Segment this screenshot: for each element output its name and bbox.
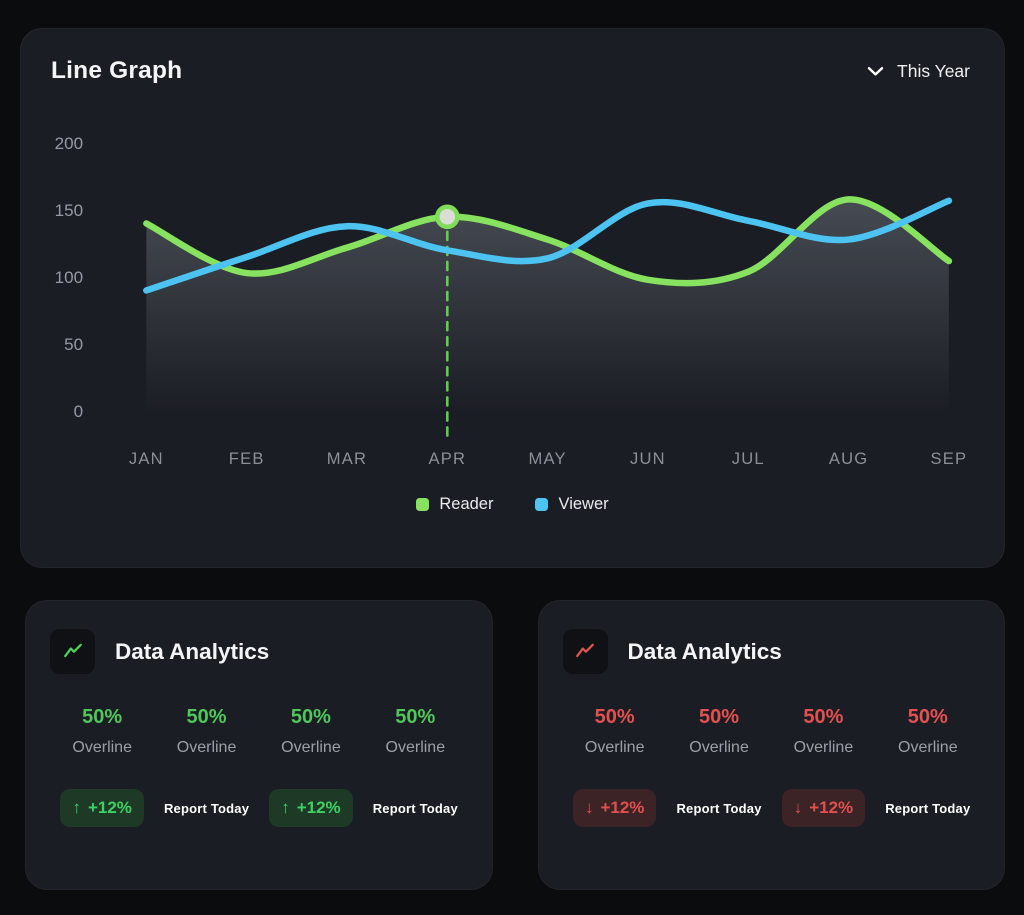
svg-text:150: 150 xyxy=(55,201,83,220)
stat-value: 50% xyxy=(699,706,740,728)
badge-value: +12% xyxy=(809,798,854,817)
svg-text:FEB: FEB xyxy=(229,449,265,468)
analytics-card-green: Data Analytics 50% Overline 50% Overline… xyxy=(25,600,493,890)
analytics-header: Data Analytics xyxy=(50,629,468,674)
stat-label: Overline xyxy=(898,739,958,756)
chart-canvas: 200 150 100 50 0 JAN FEB MAR APR MAY JUN JUL AUG SEP xyxy=(55,134,968,468)
chart-header: Line Graph This Year xyxy=(21,29,1004,85)
stat-label: Overline xyxy=(584,739,645,756)
line-graph-card: Line Graph This Year 200 150 100 50 0 JAN FEB M… xyxy=(20,28,1005,568)
stat-item: 50% Overline xyxy=(563,706,667,757)
stat-label: Overline xyxy=(72,739,132,756)
badge-value: +12% xyxy=(600,798,645,817)
legend-label-viewer: Viewer xyxy=(558,495,609,514)
analytics-row: Data Analytics 50% Overline 50% Overline… xyxy=(25,600,1005,890)
stat-label: Overline xyxy=(385,739,446,756)
stats-footer: ↑ +12% Report Today ↑ +12% Report Today xyxy=(50,789,468,827)
dashboard: Line Graph This Year 200 150 100 50 0 JAN FEB M… xyxy=(20,28,1005,890)
stat-value: 50% xyxy=(290,706,331,728)
stat-value: 50% xyxy=(82,706,123,728)
stat-label: Overline xyxy=(176,739,237,756)
chart-title: Line Graph xyxy=(51,57,183,84)
report-today-link[interactable]: Report Today xyxy=(885,800,971,816)
arrow-up-icon: ↑ xyxy=(72,798,81,817)
analytics-header: Data Analytics xyxy=(562,629,981,674)
analytics-title: Data Analytics xyxy=(115,638,270,664)
trend-up-icon xyxy=(50,629,95,674)
stat-item: 50% Overline xyxy=(363,706,467,757)
stats-row: 50% Overline 50% Overline 50% Overline 5… xyxy=(563,706,981,757)
legend-item-reader[interactable]: Reader xyxy=(416,495,493,514)
stat-label: Overline xyxy=(281,739,341,756)
stat-value: 50% xyxy=(907,706,948,728)
analytics-title: Data Analytics xyxy=(627,638,782,664)
report-today-link[interactable]: Report Today xyxy=(163,800,250,816)
change-badge: ↓ +12% xyxy=(572,789,657,827)
stat-label: Overline xyxy=(689,739,749,756)
svg-text:AUG: AUG xyxy=(829,449,868,468)
svg-text:JUL: JUL xyxy=(732,449,765,468)
svg-text:0: 0 xyxy=(74,402,83,421)
stat-value: 50% xyxy=(186,706,227,728)
chart-legend: Reader Viewer xyxy=(21,495,1004,514)
legend-item-viewer[interactable]: Viewer xyxy=(535,495,609,514)
arrow-down-icon: ↓ xyxy=(793,798,803,817)
line-chart: 200 150 100 50 0 JAN FEB MAR APR MAY JUN JUL AUG SEP xyxy=(55,134,968,468)
trend-down-icon xyxy=(562,629,608,674)
stats-footer: ↓ +12% Report Today ↓ +12% Report Today xyxy=(563,789,981,827)
reader-swatch-icon xyxy=(416,498,430,512)
report-today-link[interactable]: Report Today xyxy=(372,800,458,816)
arrow-down-icon: ↓ xyxy=(584,798,594,817)
svg-text:100: 100 xyxy=(55,268,83,287)
stat-item: 50% Overline xyxy=(154,706,258,757)
stat-value: 50% xyxy=(594,706,635,728)
stat-item: 50% Overline xyxy=(771,706,875,757)
stats-row: 50% Overline 50% Overline 50% Overline 5… xyxy=(50,706,468,757)
stat-item: 50% Overline xyxy=(876,706,980,757)
svg-text:MAY: MAY xyxy=(528,449,566,468)
badge-value: +12% xyxy=(296,798,341,817)
svg-text:SEP: SEP xyxy=(931,449,968,468)
stat-label: Overline xyxy=(793,739,854,756)
change-badge: ↑ +12% xyxy=(60,789,144,827)
legend-label-reader: Reader xyxy=(439,495,494,514)
stat-item: 50% Overline xyxy=(667,706,771,757)
svg-text:200: 200 xyxy=(55,134,83,153)
report-today-link[interactable]: Report Today xyxy=(676,800,762,816)
period-label: This Year xyxy=(897,60,970,81)
period-selector[interactable]: This Year xyxy=(867,61,970,82)
svg-text:APR: APR xyxy=(428,449,466,468)
change-badge: ↓ +12% xyxy=(781,789,866,827)
svg-text:50: 50 xyxy=(64,335,83,354)
viewer-swatch-icon xyxy=(535,498,549,512)
svg-text:MAR: MAR xyxy=(327,449,367,468)
analytics-card-red: Data Analytics 50% Overline 50% Overline… xyxy=(537,600,1005,890)
change-badge: ↑ +12% xyxy=(269,789,353,827)
stat-value: 50% xyxy=(803,706,844,728)
arrow-up-icon: ↑ xyxy=(281,798,290,817)
stat-item: 50% Overline xyxy=(259,706,363,757)
stat-value: 50% xyxy=(395,706,436,728)
badge-value: +12% xyxy=(87,798,132,817)
svg-text:JAN: JAN xyxy=(129,449,164,468)
stat-item: 50% Overline xyxy=(50,706,154,757)
svg-text:JUN: JUN xyxy=(630,449,666,468)
chevron-down-icon xyxy=(867,66,884,77)
